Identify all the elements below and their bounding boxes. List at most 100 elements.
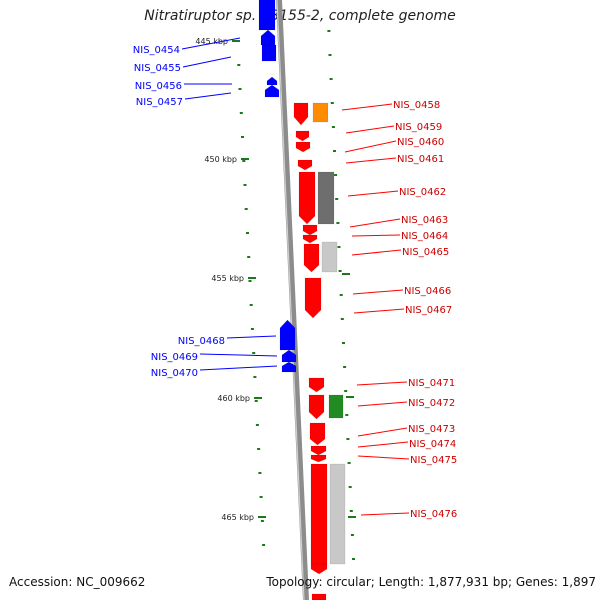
gene-label-nis_0467: NIS_0467 xyxy=(405,305,452,316)
major-tick xyxy=(254,397,262,399)
label-leader xyxy=(352,289,404,295)
label-leader xyxy=(351,234,401,237)
topology-text: Topology: circular; Length: 1,877,931 bp… xyxy=(266,575,596,589)
gene-block xyxy=(309,422,326,446)
tick-dot xyxy=(339,294,343,296)
tick-dot xyxy=(335,198,339,200)
gene-block xyxy=(302,224,318,236)
accession-text: Accession: NC_009662 xyxy=(9,575,146,589)
cog-block xyxy=(312,102,329,123)
genome-backbone xyxy=(276,0,309,600)
tick-dot xyxy=(340,318,344,320)
tick-marks: 445 kbp 450 kbp 455 kbp 460 kbp 465 kbp xyxy=(195,30,356,560)
tick-dot xyxy=(243,184,247,186)
gene-label-nis_0462: NIS_0462 xyxy=(399,187,446,198)
gene-block xyxy=(302,234,318,244)
tick-dot xyxy=(350,534,354,536)
major-tick xyxy=(248,277,256,279)
tick-dot xyxy=(342,342,345,344)
label-leader xyxy=(356,381,408,386)
label-leader xyxy=(344,140,397,153)
tick-dot xyxy=(258,472,262,474)
tick-dot xyxy=(334,174,338,176)
tick-dot xyxy=(343,366,347,368)
tick-dot xyxy=(255,424,259,426)
tick-dot xyxy=(249,304,253,306)
tick-dot xyxy=(262,544,266,546)
label-leader xyxy=(226,335,277,339)
label-leader xyxy=(345,125,395,134)
tick-dot xyxy=(338,270,342,272)
major-tick xyxy=(232,40,240,42)
label-leader xyxy=(349,218,401,228)
label-leader xyxy=(360,512,410,516)
gene-block xyxy=(258,0,276,31)
tick-dot xyxy=(330,102,334,104)
gene-label-nis_0466: NIS_0466 xyxy=(404,286,451,297)
tick-dot xyxy=(344,390,348,392)
kbp-tick-label: 465 kbp xyxy=(221,513,254,522)
gene-block xyxy=(310,445,327,456)
gene-block xyxy=(310,454,327,463)
label-leader xyxy=(199,353,278,357)
gene-label-nis_0457: NIS_0457 xyxy=(136,97,183,108)
tick-dot xyxy=(242,160,246,162)
gene-label-nis_0476: NIS_0476 xyxy=(410,509,457,520)
tick-dot xyxy=(237,64,241,66)
tick-dot xyxy=(349,510,353,512)
tick-dot xyxy=(336,222,340,224)
gene-label-nis_0456: NIS_0456 xyxy=(135,81,182,92)
gene-block xyxy=(281,361,297,373)
tick-dot xyxy=(260,520,264,522)
label-leader xyxy=(357,455,410,460)
gene-labels: NIS_0454 NIS_0455 NIS_0456 NIS_0457 NIS_0468… xyxy=(133,45,457,520)
gene-block xyxy=(264,84,280,98)
label-leader xyxy=(357,441,409,448)
tick-dot xyxy=(248,280,252,282)
tick-dot xyxy=(239,112,243,114)
gene-block xyxy=(304,277,322,319)
gene-label-nis_0470: NIS_0470 xyxy=(151,368,198,379)
tick-dot xyxy=(246,232,249,234)
backbone-highlight xyxy=(276,0,305,600)
kbp-tick-label: 460 kbp xyxy=(217,394,250,403)
gene-label-nis_0454: NIS_0454 xyxy=(133,45,180,56)
tick-dot xyxy=(238,88,242,90)
tick-dot xyxy=(337,246,341,248)
tick-dot xyxy=(250,328,254,330)
tick-dot xyxy=(254,400,258,402)
tick-dot xyxy=(333,150,336,152)
label-leader xyxy=(357,427,408,437)
gene-label-nis_0461: NIS_0461 xyxy=(397,154,444,165)
cog-block xyxy=(321,241,338,273)
major-tick xyxy=(342,273,350,275)
tick-dot xyxy=(247,256,251,258)
gene-block xyxy=(308,394,325,420)
tick-dot xyxy=(257,448,261,450)
gene-label-nis_0455: NIS_0455 xyxy=(134,63,181,74)
tick-dot xyxy=(327,30,331,32)
major-tick xyxy=(348,516,356,518)
gene-block xyxy=(308,377,325,393)
tick-dot xyxy=(348,486,352,488)
gene-label-nis_0469: NIS_0469 xyxy=(151,352,198,363)
tick-dot xyxy=(252,352,256,354)
gene-block xyxy=(295,130,310,142)
tick-dot xyxy=(244,208,248,210)
gene-label-nis_0464: NIS_0464 xyxy=(401,231,448,242)
backbone-line xyxy=(276,0,309,600)
label-leader xyxy=(341,103,393,111)
major-tick xyxy=(346,396,354,398)
tick-dot xyxy=(346,438,350,440)
tick-dot xyxy=(329,78,333,80)
gene-block xyxy=(310,563,328,575)
cog-block xyxy=(328,394,344,419)
gene-label-nis_0460: NIS_0460 xyxy=(397,137,444,148)
kbp-tick-label: 455 kbp xyxy=(211,274,244,283)
tick-dot xyxy=(347,462,351,464)
label-leader xyxy=(199,365,278,371)
gene-label-nis_0465: NIS_0465 xyxy=(402,247,449,258)
tick-dot xyxy=(352,558,355,560)
cog-block xyxy=(317,171,335,225)
